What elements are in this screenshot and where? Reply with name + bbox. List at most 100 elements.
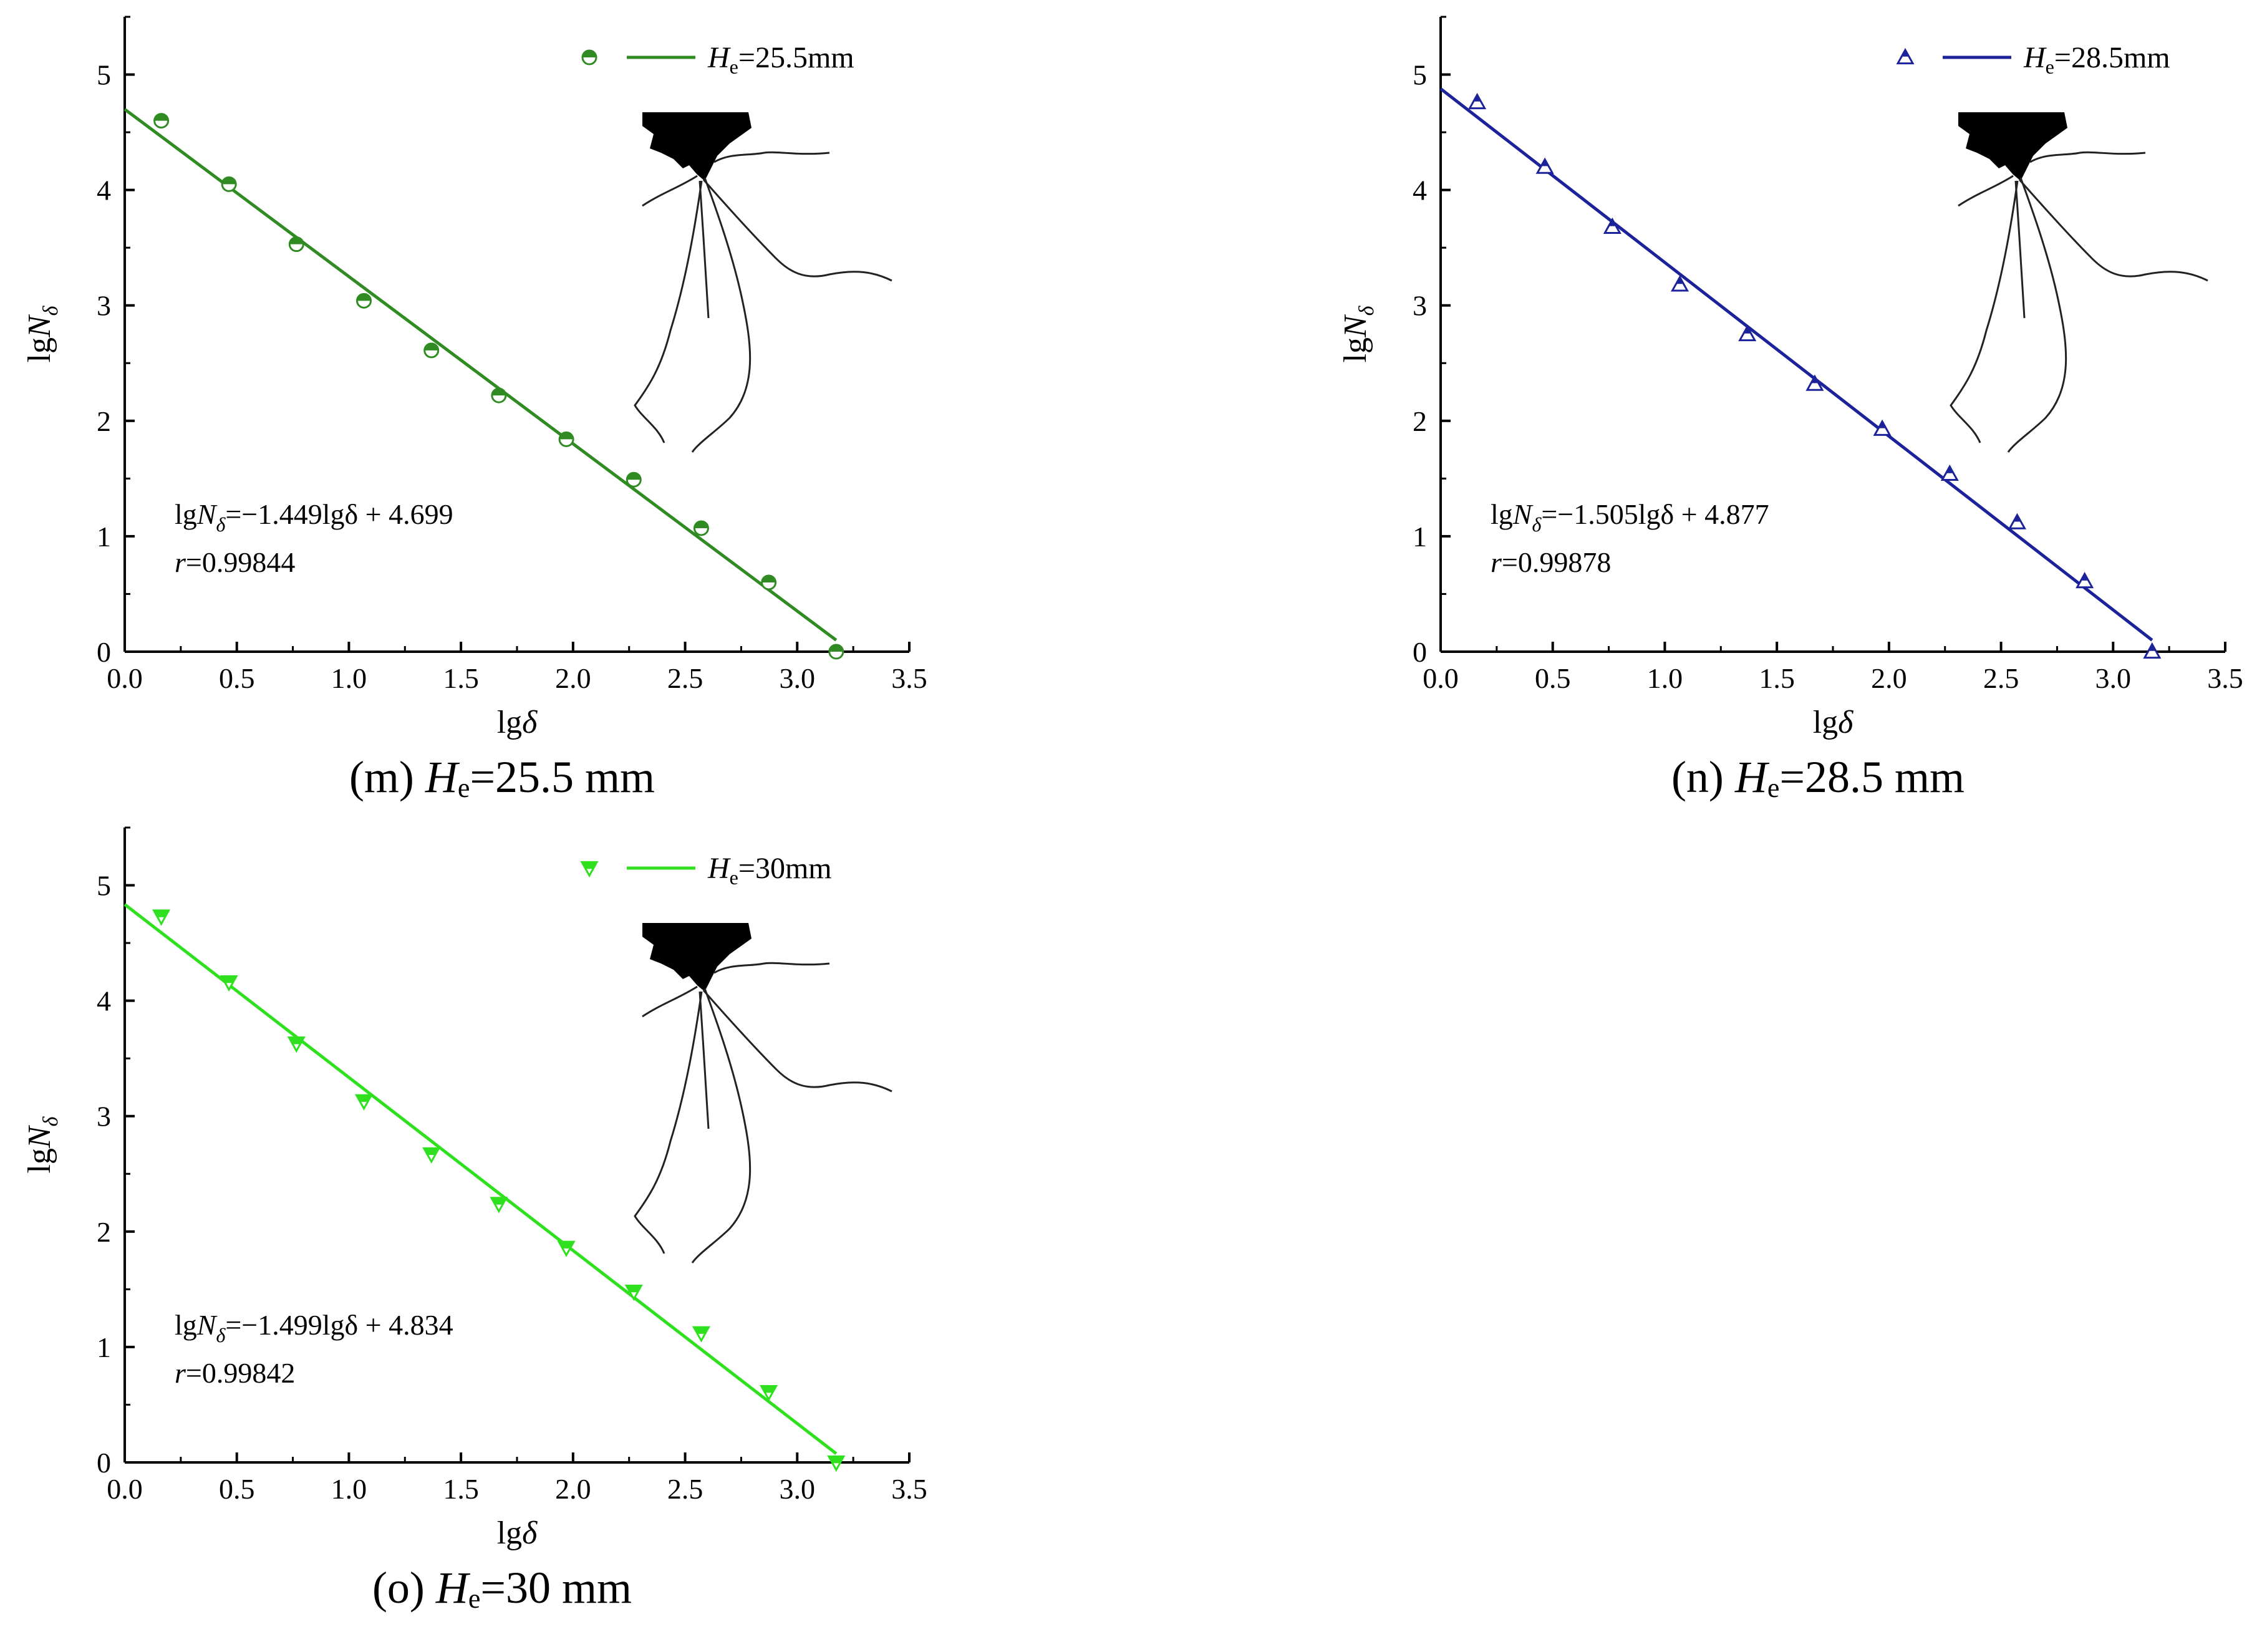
x-axis-title-symbol: δ xyxy=(1838,705,1854,740)
crack-pattern-image xyxy=(634,923,892,1263)
crack-zone-fill xyxy=(642,923,752,992)
crack-line xyxy=(2014,180,2026,319)
marker-fill xyxy=(694,521,708,528)
crack-line xyxy=(642,985,698,1018)
marker-fill xyxy=(829,645,843,652)
caption-value: =30 mm xyxy=(480,1563,632,1613)
x-tick-label: 2.0 xyxy=(1871,662,1907,694)
data-point xyxy=(828,644,844,660)
legend-value: =30mm xyxy=(738,852,832,885)
y-tick-label: 1 xyxy=(97,521,111,553)
equation-subscript: δ xyxy=(216,513,226,536)
marker-fill xyxy=(289,237,304,244)
data-point xyxy=(2076,572,2094,589)
y-tick-label: 3 xyxy=(97,290,111,322)
crack-pattern-image xyxy=(1950,112,2208,453)
marker-fill xyxy=(1945,466,1954,473)
caption-prefix: (m) xyxy=(349,752,425,802)
data-point xyxy=(354,1094,374,1111)
crack-line xyxy=(713,962,830,974)
data-point xyxy=(1468,92,1487,110)
y-tick-label: 4 xyxy=(1413,175,1427,206)
y-tick-label: 5 xyxy=(97,59,111,91)
marker-fill xyxy=(559,432,574,440)
x-tick-label: 2.0 xyxy=(555,662,591,694)
crack-line xyxy=(1958,175,2014,207)
fit-line xyxy=(1439,87,2153,642)
data-point xyxy=(1738,324,1757,342)
y-tick-label: 1 xyxy=(1413,521,1427,553)
marker-fill xyxy=(1472,94,1482,102)
marker-fill xyxy=(559,1242,574,1249)
r-symbol: r xyxy=(1491,546,1502,578)
legend-label: He=30mm xyxy=(707,852,832,889)
r-value: =0.99878 xyxy=(1502,546,1611,578)
legend-symbol: H xyxy=(707,852,731,885)
data-point xyxy=(220,975,238,992)
marker-fill xyxy=(221,976,237,983)
marker-fill xyxy=(357,294,371,301)
crack-line xyxy=(702,179,892,282)
crack-line xyxy=(691,988,752,1263)
marker-outline xyxy=(2076,572,2094,589)
data-point xyxy=(1940,464,1959,481)
caption-symbol: H xyxy=(435,1563,468,1613)
caption-symbol: H xyxy=(1734,752,1767,802)
r-symbol: r xyxy=(175,546,186,578)
x-tick-label: 0.5 xyxy=(219,662,255,694)
crack-line xyxy=(698,991,710,1129)
panel-caption: (n) He=28.5 mm xyxy=(1316,751,2262,804)
marker-fill xyxy=(761,1386,776,1393)
y-axis-title-group: lgNδ xyxy=(22,305,62,362)
equation-subscript: δ xyxy=(1532,513,1542,536)
crack-line xyxy=(691,177,752,453)
marker-fill xyxy=(1743,327,1752,334)
crack-line xyxy=(634,991,703,1254)
correlation-coefficient: r=0.99844 xyxy=(175,546,295,578)
marker-fill xyxy=(491,1197,506,1205)
crack-pattern-image xyxy=(634,112,892,453)
data-point xyxy=(153,113,170,129)
y-axis-title-group: lgNδ xyxy=(1338,305,1378,362)
marker-fill xyxy=(423,1148,439,1156)
data-point xyxy=(423,342,440,359)
y-tick-label: 5 xyxy=(97,870,111,902)
marker-fill xyxy=(1540,159,1549,167)
marker-fill xyxy=(153,910,169,917)
fit-equation: lgNδ=−1.499lgδ + 4.834 xyxy=(175,1309,453,1346)
data-point xyxy=(761,574,777,591)
marker-fill xyxy=(491,389,506,396)
data-point xyxy=(693,520,709,536)
caption-subscript: e xyxy=(1767,773,1780,803)
equation-subscript: δ xyxy=(216,1324,226,1346)
chart-panel-n: 0.0 0.5 1.0 1.5 2.0 2.5 3.0 3.5 0 1 2 3 4 5 lgδ lgNδ He=… xyxy=(1316,0,2262,811)
marker-fill xyxy=(1901,50,1910,57)
y-tick-label: 2 xyxy=(97,1216,111,1248)
legend-subscript: e xyxy=(730,56,738,78)
caption-symbol: H xyxy=(425,752,458,802)
legend-symbol: H xyxy=(2023,41,2047,74)
caption-value: =25.5 mm xyxy=(470,752,655,802)
y-axis-title-symbol: N xyxy=(22,1124,57,1149)
y-axis-title: lgNδ xyxy=(22,305,62,362)
fit-line xyxy=(123,903,838,1455)
data-point xyxy=(1535,157,1554,174)
x-axis-title: lgδ xyxy=(497,705,538,740)
y-axis-title-group: lgNδ xyxy=(22,1116,62,1173)
y-axis-title-text: lg xyxy=(1338,337,1373,362)
correlation-coefficient: r=0.99842 xyxy=(175,1357,295,1389)
fit-equation: lgNδ=−1.505lgδ + 4.877 xyxy=(1491,498,1769,536)
data-point xyxy=(2143,642,2162,659)
y-tick-label: 1 xyxy=(97,1331,111,1363)
x-tick-label: 1.5 xyxy=(443,662,479,694)
caption-prefix: (o) xyxy=(372,1563,436,1613)
marker-fill xyxy=(154,114,168,121)
data-point xyxy=(490,1197,508,1214)
x-tick-label: 2.5 xyxy=(1983,662,2019,694)
y-tick-label: 0 xyxy=(97,636,111,668)
y-axis-title: lgNδ xyxy=(22,1116,62,1173)
panel-caption: (o) He=30 mm xyxy=(0,1562,1004,1615)
marker-outline xyxy=(1670,275,1689,292)
equation-lg: lg xyxy=(175,1309,197,1341)
y-axis-title-symbol: N xyxy=(22,314,57,338)
